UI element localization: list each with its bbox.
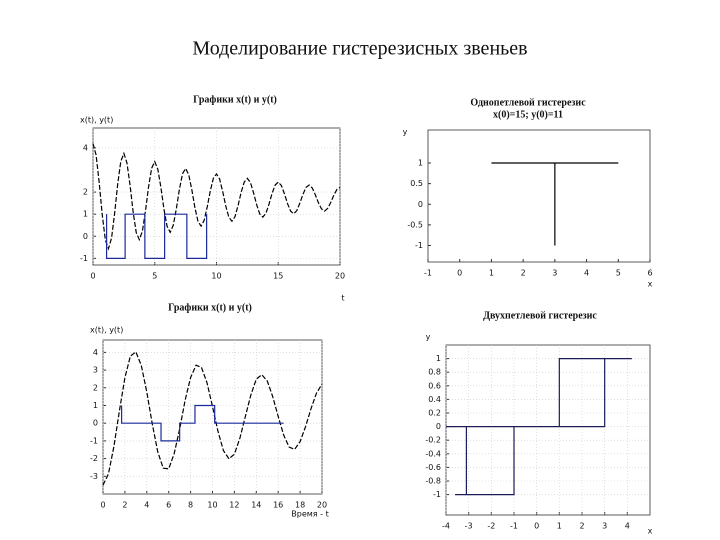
- x-tick-label: 0: [90, 272, 95, 281]
- x-tick-label: 2: [122, 501, 127, 510]
- x-tick-label: 4: [144, 501, 149, 510]
- series-line: [92, 143, 341, 251]
- y-tick-label: -0.2: [425, 436, 441, 445]
- y-tick-label: -1: [433, 490, 441, 499]
- y-tick-label: 0: [83, 232, 88, 241]
- y-axis-label: y: [403, 128, 408, 137]
- x-tick-label: 4: [584, 269, 589, 278]
- series-line: [491, 162, 619, 246]
- x-tick-label: -3: [465, 522, 473, 531]
- x-tick-label: -1: [424, 269, 432, 278]
- x-tick-label: 4: [625, 522, 630, 531]
- x-tick-label: 1: [489, 269, 494, 278]
- x-tick-label: 5: [152, 272, 157, 281]
- x-tick-label: 8: [188, 501, 193, 510]
- x-tick-label: 2: [521, 269, 526, 278]
- x-tick-label: 12: [229, 501, 239, 510]
- y-tick-label: 4: [83, 143, 88, 152]
- y-tick-label: -1: [90, 436, 98, 445]
- y-tick-label: 0: [93, 419, 98, 428]
- x-axis-label: x: [648, 280, 653, 289]
- x-axis-label: t: [341, 294, 344, 303]
- y-axis-label: x(t), y(t): [90, 326, 123, 335]
- x-tick-label: 18: [295, 501, 305, 510]
- y-tick-label: 1: [418, 159, 423, 168]
- y-tick-label: 1: [83, 210, 88, 219]
- y-tick-label: -0.4: [425, 449, 441, 458]
- series-line: [105, 213, 208, 259]
- x-tick-label: 20: [317, 501, 327, 510]
- chart-title: Графики x(t) и y(t): [168, 302, 252, 313]
- y-tick-label: 0.5: [410, 179, 423, 188]
- chart-subtitle: x(0)=15; y(0)=11: [493, 109, 563, 120]
- x-tick-label: 15: [273, 272, 283, 281]
- y-tick-label: -0.8: [425, 477, 441, 486]
- x-tick-label: 10: [207, 501, 217, 510]
- page-title: Моделирование гистерезисных звеньев: [192, 38, 527, 60]
- y-tick-label: 0: [436, 422, 441, 431]
- y-tick-label: 1: [436, 354, 441, 363]
- chart-title: Графики x(t) и y(t): [193, 94, 277, 105]
- y-tick-label: 1: [93, 401, 98, 410]
- x-axis-label: x: [648, 527, 653, 536]
- x-tick-label: 0: [457, 269, 462, 278]
- x-tick-label: 1: [557, 522, 562, 531]
- y-tick-label: 0: [418, 200, 423, 209]
- x-tick-label: 0: [100, 501, 105, 510]
- x-tick-label: 0: [534, 522, 539, 531]
- y-tick-label: 0.6: [428, 381, 441, 390]
- series-line: [102, 350, 323, 486]
- y-tick-label: -1: [415, 241, 423, 250]
- y-tick-label: 0.8: [428, 368, 441, 377]
- plot-area: [427, 129, 651, 263]
- y-tick-label: 0.2: [428, 409, 441, 418]
- x-tick-label: 3: [552, 269, 557, 278]
- y-tick-label: 0.4: [428, 395, 441, 404]
- y-tick-label: 2: [83, 188, 88, 197]
- x-tick-label: 3: [602, 522, 607, 531]
- y-tick-label: -0.5: [407, 220, 423, 229]
- series-line: [446, 358, 632, 496]
- y-tick-label: -3: [90, 472, 98, 481]
- x-tick-label: 20: [335, 272, 345, 281]
- y-tick-label: 3: [93, 366, 98, 375]
- y-tick-label: -2: [90, 454, 98, 463]
- x-tick-label: 14: [251, 501, 261, 510]
- x-tick-label: 5: [616, 269, 621, 278]
- x-tick-label: 6: [166, 501, 171, 510]
- y-axis-label: x(t), y(t): [80, 116, 113, 125]
- series-line: [121, 404, 284, 442]
- x-tick-label: 16: [273, 501, 283, 510]
- x-tick-label: -2: [487, 522, 495, 531]
- y-tick-label: -1: [80, 254, 88, 263]
- y-tick-label: 4: [93, 348, 98, 357]
- y-axis-label: y: [426, 333, 431, 342]
- x-axis-label: Время - t: [291, 510, 328, 519]
- x-tick-label: -1: [510, 522, 518, 531]
- y-tick-label: -0.6: [425, 463, 441, 472]
- x-tick-label: -4: [442, 522, 450, 531]
- x-tick-label: 10: [211, 272, 221, 281]
- x-tick-label: 6: [647, 269, 652, 278]
- x-tick-label: 2: [579, 522, 584, 531]
- chart-title: Однопетлевой гистерезис: [470, 97, 586, 108]
- y-tick-label: 2: [93, 383, 98, 392]
- chart-title: Двухпетлевой гистерезис: [483, 310, 597, 321]
